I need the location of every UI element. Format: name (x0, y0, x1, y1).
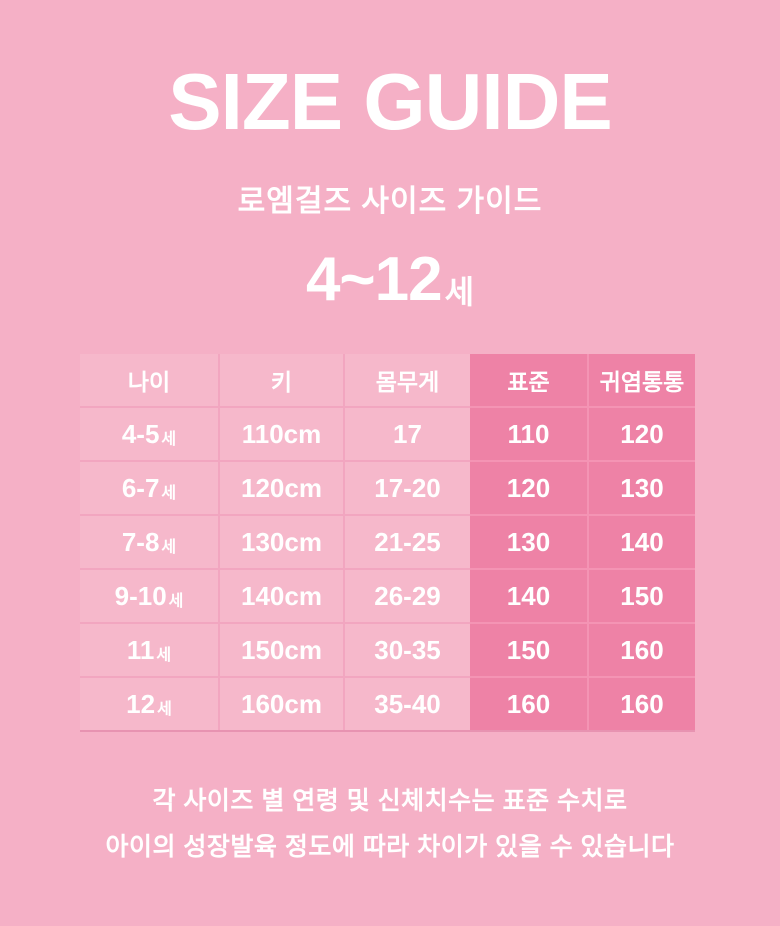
cell-weight: 17-20 (343, 460, 470, 514)
cell-chubby: 120 (587, 406, 695, 460)
footer-note-line1: 각 사이즈 별 연령 및 신체치수는 표준 수치로 (152, 787, 628, 815)
page-title: SIZE GUIDE (168, 57, 612, 146)
age-range-unit: 세 (444, 274, 475, 311)
table-row: 11 세 150cm 30-35 150 160 (80, 622, 695, 676)
cell-standard: 150 (470, 622, 587, 676)
cell-weight: 30-35 (343, 622, 470, 676)
cell-chubby: 140 (587, 514, 695, 568)
cell-age: 11 세 (80, 622, 218, 676)
footer-note: 각 사이즈 별 연령 및 신체치수는 표준 수치로 아이의 성장발육 정도에 따… (0, 778, 780, 870)
age-value: 11 (126, 634, 155, 665)
cell-chubby: 150 (587, 568, 695, 622)
age-value: 12 (126, 688, 156, 719)
cell-standard: 140 (470, 568, 587, 622)
age-range-value: 4~12 (305, 245, 443, 315)
cell-standard: 160 (470, 676, 587, 730)
cell-age: 12 세 (80, 676, 218, 730)
age-value: 4-5 (121, 418, 160, 449)
cell-age: 6-7 세 (80, 460, 218, 514)
table-row: 9-10 세 140cm 26-29 140 150 (80, 568, 695, 622)
col-header-chubby: 귀염통통 (587, 354, 695, 406)
cell-weight: 17 (343, 406, 470, 460)
table-header-row: 나이 키 몸무게 표준 귀염통통 (80, 354, 695, 406)
cell-standard: 130 (470, 514, 587, 568)
cell-weight: 21-25 (343, 514, 470, 568)
col-header-height: 키 (218, 354, 343, 406)
age-suffix: 세 (157, 701, 172, 718)
col-header-weight: 몸무게 (343, 354, 470, 406)
age-suffix: 세 (156, 647, 172, 664)
cell-height: 160cm (218, 676, 343, 730)
table-row: 12 세 160cm 35-40 160 160 (80, 676, 695, 730)
table-row: 7-8 세 130cm 21-25 130 140 (80, 514, 695, 568)
cell-height: 110cm (218, 406, 343, 460)
cell-age: 9-10 세 (80, 568, 218, 622)
age-value: 7-8 (121, 526, 160, 557)
age-suffix: 세 (168, 593, 184, 610)
cell-chubby: 160 (587, 676, 695, 730)
cell-age: 7-8 세 (80, 514, 218, 568)
cell-weight: 35-40 (343, 676, 470, 730)
cell-height: 140cm (218, 568, 343, 622)
cell-age: 4-5 세 (80, 406, 218, 460)
cell-standard: 120 (470, 460, 587, 514)
cell-height: 130cm (218, 514, 343, 568)
cell-height: 150cm (218, 622, 343, 676)
cell-weight: 26-29 (343, 568, 470, 622)
age-suffix: 세 (161, 539, 177, 556)
cell-chubby: 130 (587, 460, 695, 514)
cell-height: 120cm (218, 460, 343, 514)
age-suffix: 세 (161, 485, 177, 502)
table-row: 4-5 세 110cm 17 110 120 (80, 406, 695, 460)
cell-chubby: 160 (587, 622, 695, 676)
page-subtitle: 로엠걸즈 사이즈 가이드 (237, 185, 543, 218)
age-value: 9-10 (114, 580, 167, 611)
cell-standard: 110 (470, 406, 587, 460)
age-suffix: 세 (161, 431, 177, 448)
footer-note-line2: 아이의 성장발육 정도에 따라 차이가 있을 수 있습니다 (105, 833, 675, 861)
size-table: 나이 키 몸무게 표준 귀염통통 4-5 세 110cm 17 110 120 6… (80, 354, 695, 732)
age-range: 4~12 세 (0, 245, 780, 315)
table-row: 6-7 세 120cm 17-20 120 130 (80, 460, 695, 514)
col-header-age: 나이 (80, 354, 218, 406)
col-header-standard: 표준 (470, 354, 587, 406)
age-value: 6-7 (121, 472, 160, 503)
